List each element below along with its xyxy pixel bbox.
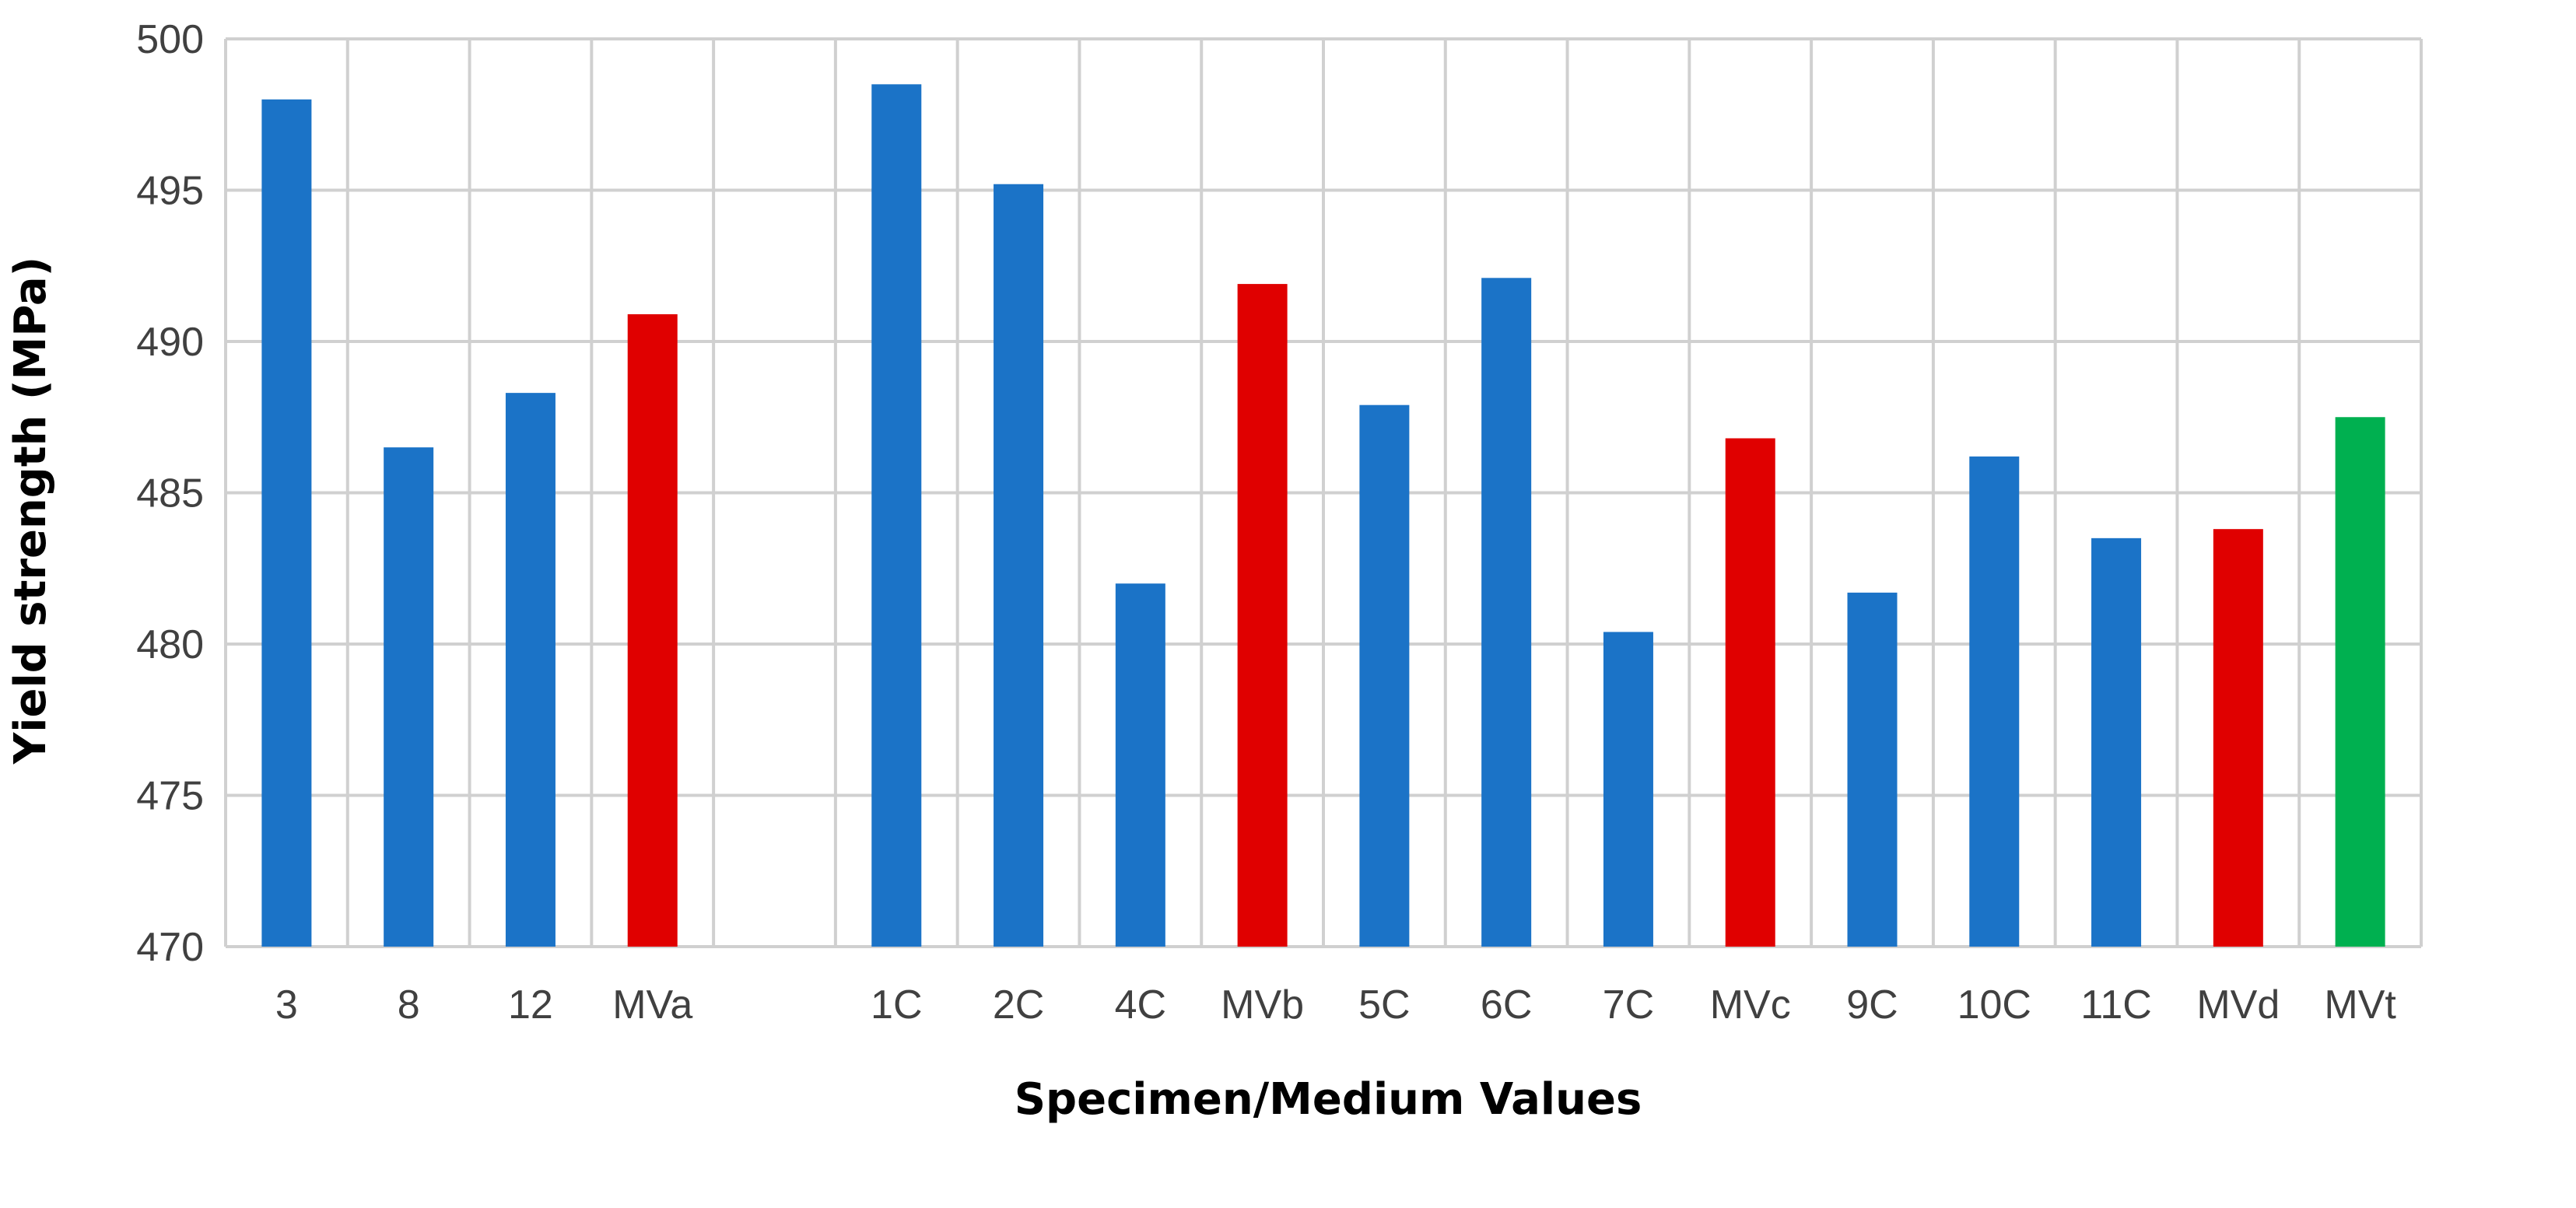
bar-8: [384, 447, 434, 947]
bar-mvb: [1237, 284, 1288, 947]
x-tick-label: 5C: [1358, 982, 1410, 1028]
x-tick-label: MVb: [1221, 982, 1304, 1028]
x-tick-label: MVt: [2324, 982, 2396, 1028]
bar-12: [505, 393, 556, 947]
y-tick-label: 480: [136, 622, 204, 667]
x-tick-label: 6C: [1481, 982, 1532, 1028]
y-axis-title: Yield strength (MPa): [5, 257, 56, 765]
x-tick-label: 9C: [1846, 982, 1898, 1028]
x-tick-label: 3: [275, 982, 298, 1028]
bar-7c: [1603, 632, 1653, 947]
bar-1c: [871, 84, 922, 947]
bar-9c: [1847, 592, 1898, 947]
y-tick-label: 470: [136, 925, 204, 970]
bar-mvc: [1725, 438, 1775, 947]
x-tick-label: 7C: [1603, 982, 1654, 1028]
y-tick-label: 500: [136, 17, 204, 62]
bar-5c: [1359, 404, 1410, 947]
y-tick-label: 490: [136, 320, 204, 365]
x-tick-label: 8: [398, 982, 420, 1028]
x-axis-title: Specimen/Medium Values: [1015, 1074, 1642, 1125]
x-tick-label: MVc: [1710, 982, 1791, 1028]
bar-mva: [627, 313, 678, 947]
x-tick-label: 12: [508, 982, 553, 1028]
y-tick-label: 475: [136, 774, 204, 819]
x-tick-label: MVa: [612, 982, 692, 1028]
bar-2c: [994, 184, 1044, 947]
y-tick-labels: 470 475 480 485 490 495 500: [136, 17, 204, 970]
bars: [261, 84, 2385, 947]
bar-10c: [1969, 456, 2020, 947]
bar-mvt: [2335, 417, 2385, 947]
y-tick-label: 495: [136, 169, 204, 214]
bar-6c: [1481, 278, 1532, 947]
x-tick-label: 4C: [1115, 982, 1166, 1028]
x-tick-labels: 3 8 12 MVa 1C 2C 4C MVb 5C 6C 7C MVc 9C 10C 11C MVd MVt: [275, 982, 2396, 1028]
x-tick-label: 2C: [993, 982, 1044, 1028]
bar-11c: [2091, 537, 2142, 947]
x-tick-label: MVd: [2196, 982, 2280, 1028]
y-tick-label: 485: [136, 471, 204, 516]
x-tick-label: 11C: [2080, 982, 2152, 1028]
bar-mvd: [2213, 529, 2263, 947]
x-tick-label: 1C: [871, 982, 922, 1028]
x-tick-label: 10C: [1957, 982, 2031, 1028]
bar-4c: [1115, 583, 1165, 947]
bar-3: [261, 99, 312, 947]
grid-lines: [224, 37, 2423, 948]
